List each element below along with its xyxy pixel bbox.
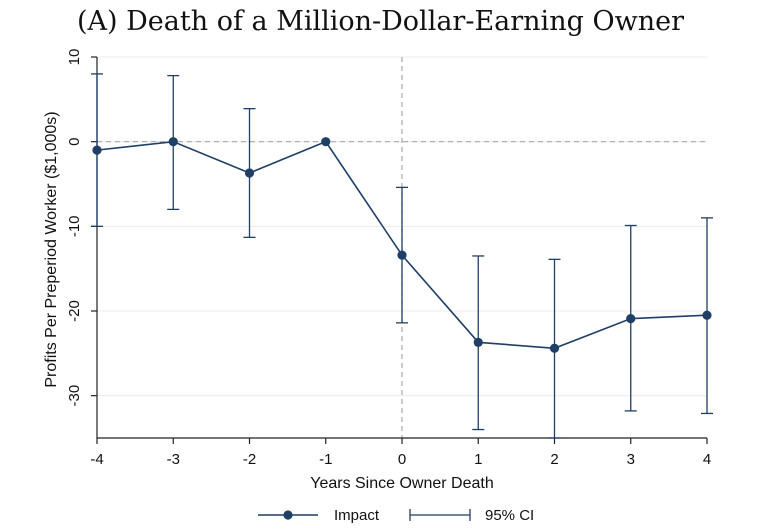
y-tick-label: -10 xyxy=(66,215,83,237)
legend-ci-label: 95% CI xyxy=(485,507,534,524)
x-tick-label: 1 xyxy=(474,451,482,468)
x-tick-label: -3 xyxy=(167,451,180,468)
y-tick-label: 0 xyxy=(66,137,83,145)
legend-impact-marker xyxy=(283,510,293,520)
x-tick-label: -1 xyxy=(319,451,332,468)
y-tick-label: 10 xyxy=(66,49,83,66)
impact-point xyxy=(473,337,483,347)
impact-point xyxy=(397,250,407,260)
axes: 100-10-20-30-4 -3 -2 -1 0 1 2 3 4 xyxy=(66,49,711,468)
impact-point xyxy=(244,168,255,178)
impact-point xyxy=(549,343,560,353)
y-axis-title: Profits Per Preperiod Worker ($1,000s) xyxy=(43,111,60,387)
axis-labels: Years Since Owner Death Profits Per Prepe… xyxy=(43,111,494,492)
impact-point xyxy=(626,314,636,324)
impact-point xyxy=(702,310,712,320)
x-tick-label: 3 xyxy=(627,451,635,468)
chart-title: (A) Death of a Million-Dollar-Earning Ow… xyxy=(77,6,684,37)
y-tick-label: -20 xyxy=(66,300,83,322)
legend-impact-label: Impact xyxy=(334,507,380,524)
x-tick-label: 4 xyxy=(703,451,711,468)
x-axis-title: Years Since Owner Death xyxy=(310,475,494,492)
impact-series xyxy=(92,137,712,353)
x-tick-label: 2 xyxy=(550,451,558,468)
impact-point xyxy=(92,145,102,155)
legend: Impact 95% CI xyxy=(258,507,534,524)
x-tick-label: 0 xyxy=(398,451,406,468)
impact-point xyxy=(321,137,331,147)
x-tick-label: -2 xyxy=(243,451,256,468)
y-tick-label: -30 xyxy=(66,385,83,407)
x-tick-label: -4 xyxy=(90,451,103,468)
impact-point xyxy=(168,137,178,147)
